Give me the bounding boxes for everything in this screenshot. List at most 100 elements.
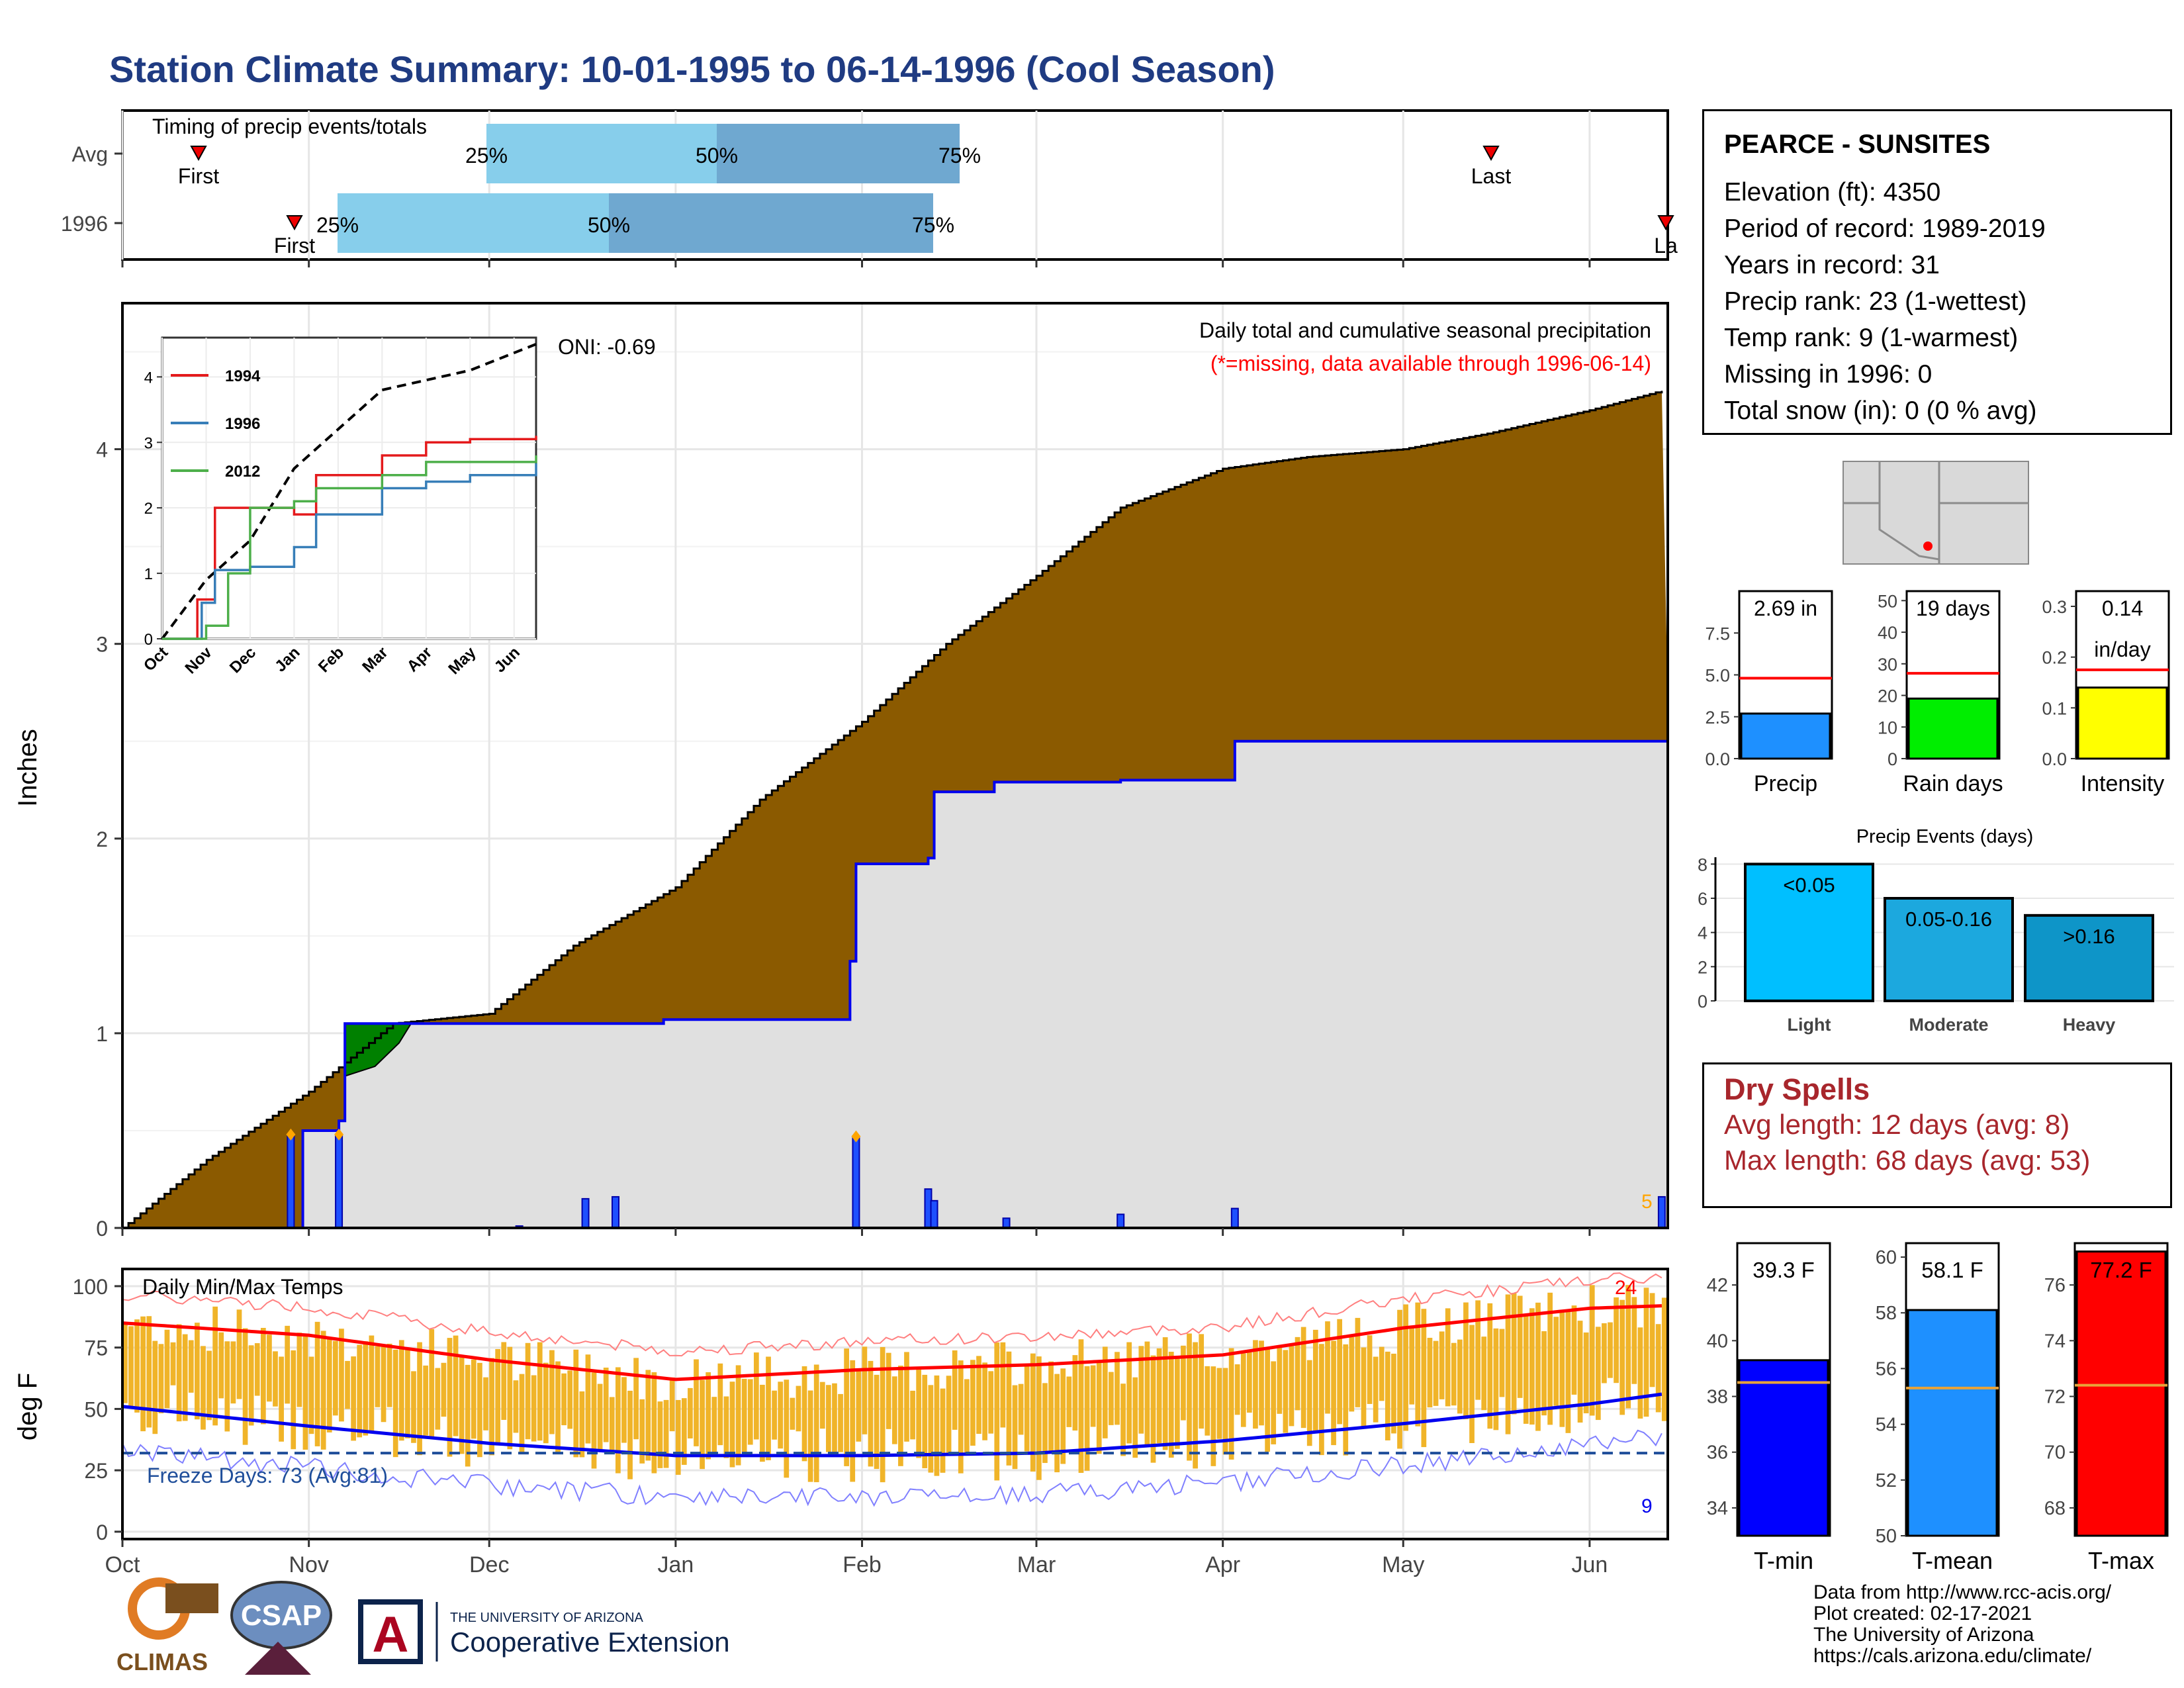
- temp-daily-bar: [916, 1370, 922, 1458]
- mini-category-label: Rain days: [1903, 771, 2003, 796]
- y-tick-label: 4: [96, 438, 108, 462]
- timing-p50-label: 50%: [696, 144, 738, 167]
- temp-daily-bar: [392, 1349, 398, 1458]
- mini-y-tick: 0.1: [2042, 698, 2067, 718]
- temp-daily-bar: [1361, 1347, 1367, 1427]
- avg-cumulative-line: [122, 391, 1663, 1229]
- temp-daily-bar: [838, 1393, 843, 1452]
- deficit-area: [122, 391, 1668, 1228]
- temp-daily-bar: [1253, 1340, 1258, 1429]
- temp-daily-bar: [519, 1374, 525, 1454]
- temp-daily-bar: [1589, 1285, 1595, 1416]
- temp-daily-bar: [585, 1354, 591, 1444]
- temp-daily-bar: [778, 1382, 784, 1449]
- temp-x-tick: Oct: [105, 1552, 140, 1577]
- temp-panel: 0 25 50 75 100 Oct Nov Dec Jan Feb Mar Apr May Jun deg…: [13, 1268, 1669, 1577]
- temp-daily-bar: [657, 1401, 663, 1468]
- last-label: La: [1654, 234, 1678, 258]
- temp-daily-bar: [807, 1390, 813, 1482]
- temp-daily-bar: [459, 1356, 465, 1454]
- temp-daily-bar: [1608, 1322, 1613, 1378]
- temp-daily-bar: [886, 1352, 891, 1429]
- mini-bar-charts: 0.0 2.5 5.0 7.5 2.69 in Precip 0 10 20 30 40 50 19 d…: [1705, 590, 2170, 796]
- temp-daily-bar: [1120, 1383, 1126, 1456]
- hot-count: 24: [1615, 1277, 1637, 1299]
- temp-daily-bar: [483, 1377, 488, 1430]
- temp-x-tick: Feb: [842, 1552, 882, 1577]
- csap-mountain-icon: [245, 1642, 311, 1675]
- tbar-y-tick: 38: [1707, 1387, 1728, 1408]
- y-tick-label: 1: [96, 1022, 108, 1046]
- first-marker: [190, 146, 207, 162]
- temp-daily-bar: [609, 1397, 615, 1452]
- timing-p75-label: 75%: [912, 213, 954, 237]
- temp-daily-bar: [891, 1376, 897, 1444]
- temp-daily-bar: [1168, 1352, 1174, 1458]
- y-tick-label: 2: [96, 827, 108, 851]
- temp-daily-bar: [958, 1360, 964, 1474]
- temp-daily-bar: [1577, 1321, 1583, 1423]
- temp-daily-bar: [994, 1342, 1000, 1481]
- observed-area: [122, 706, 1668, 1228]
- event-bar-label: 0.05-0.16: [1905, 908, 1992, 931]
- tbar-category-label: T-max: [2088, 1547, 2154, 1574]
- temp-daily-bar: [663, 1399, 669, 1468]
- temp-daily-bar: [158, 1344, 164, 1414]
- tbar-value-label: 77.2 F: [2090, 1258, 2152, 1282]
- temp-daily-bar: [735, 1365, 741, 1466]
- temp-daily-bar: [279, 1356, 284, 1442]
- events-y-tick: 0: [1698, 992, 1707, 1011]
- temp-daily-bar: [1132, 1377, 1138, 1458]
- temperature-summary-bars: 34 36 38 40 42 39.3 F T-min 50 52 54 56 58 60 58.1 F T…: [1707, 1242, 2169, 1574]
- temp-x-tick: Mar: [1017, 1552, 1056, 1577]
- temp-daily-bar: [1439, 1331, 1445, 1399]
- tbar-y-tick: 70: [2044, 1442, 2066, 1464]
- tbar-y-tick: 58: [1876, 1303, 1897, 1324]
- temp-daily-bar: [1325, 1321, 1330, 1414]
- temp-daily-bar: [140, 1316, 146, 1432]
- ua-logo-icon: [358, 1599, 423, 1664]
- inset-legend-label: 2012: [225, 463, 260, 481]
- temp-daily-bar: [717, 1363, 723, 1446]
- temp-daily-bar: [1493, 1328, 1499, 1430]
- mini-y-tick: 30: [1878, 655, 1897, 675]
- temp-daily-bar: [922, 1374, 928, 1468]
- station-line: Temp rank: 9 (1-warmest): [1724, 324, 2019, 352]
- temp-daily-bar: [1216, 1368, 1222, 1439]
- temp-x-tick: Nov: [289, 1552, 328, 1577]
- temp-daily-bar: [1619, 1299, 1625, 1415]
- temp-daily-bar: [976, 1356, 981, 1434]
- events-y-tick: 8: [1698, 855, 1707, 874]
- temp-daily-bar: [230, 1341, 236, 1404]
- temp-x-tick: Jan: [657, 1552, 694, 1577]
- timing-p50-label: 50%: [588, 213, 630, 237]
- temp-daily-bar: [236, 1309, 242, 1399]
- temp-daily-bar: [1306, 1360, 1312, 1446]
- temp-daily-bar: [375, 1346, 381, 1407]
- temp-daily-bar: [326, 1338, 332, 1432]
- daily-precip-bar: [852, 1135, 860, 1229]
- temp-daily-bar: [694, 1359, 699, 1446]
- temp-daily-bar: [1499, 1329, 1505, 1397]
- temp-daily-bar: [904, 1352, 909, 1442]
- mini-value-label: 2.69 in: [1754, 596, 1817, 620]
- mini-value-bar: [1740, 712, 1831, 760]
- daily-precip-bar: [581, 1197, 590, 1229]
- last-marker: [1482, 146, 1500, 162]
- temp-daily-bar: [1150, 1355, 1156, 1463]
- temp-y-tick: 25: [84, 1459, 108, 1483]
- daily-precip-bar: [612, 1196, 620, 1229]
- temp-daily-bar: [1343, 1344, 1349, 1456]
- tbar-category-label: T-mean: [1912, 1547, 1993, 1574]
- temp-daily-bar: [441, 1362, 447, 1417]
- record-high-line: [122, 1272, 1662, 1357]
- daily-precip-bar: [1230, 1207, 1239, 1229]
- temp-daily-bar: [813, 1364, 819, 1483]
- temp-daily-bar: [1523, 1314, 1529, 1424]
- temp-daily-bar: [688, 1387, 693, 1439]
- temp-daily-bar: [1337, 1319, 1343, 1425]
- temp-daily-bar: [1199, 1334, 1205, 1429]
- temp-daily-bar: [651, 1372, 657, 1474]
- temp-daily-bar: [1126, 1342, 1132, 1444]
- temp-daily-bar: [1271, 1361, 1277, 1444]
